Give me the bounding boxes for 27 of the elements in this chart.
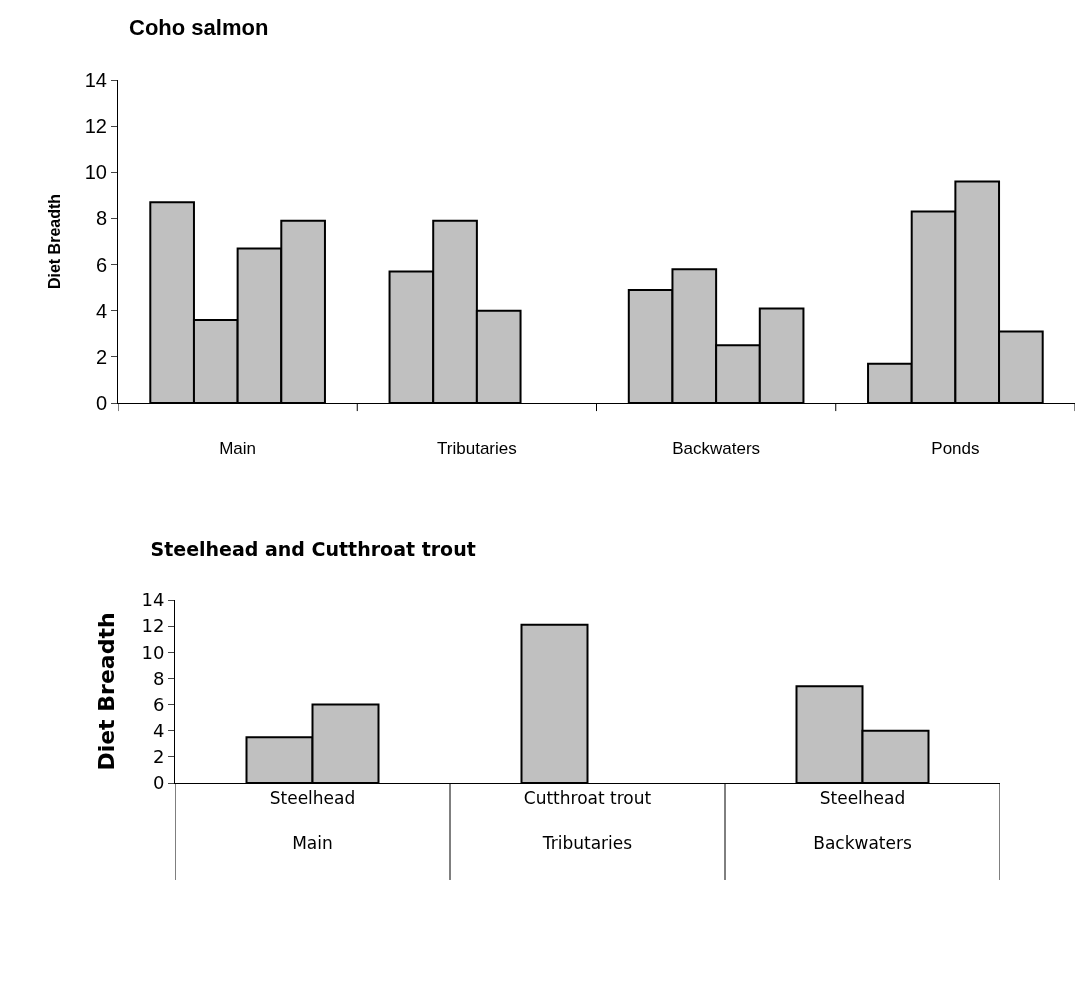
y-tick-label: 14 <box>141 589 165 611</box>
x-tick-label: Main <box>219 439 257 459</box>
y-tick-label: 0 <box>152 772 165 794</box>
category-label: Steelhead Main <box>269 788 356 853</box>
y-tick-label: 10 <box>141 641 165 663</box>
chart-title: Coho salmon <box>129 14 269 40</box>
y-tick-label: 10 <box>84 161 107 184</box>
x-tick-label: Backwaters <box>672 439 761 459</box>
y-tick-label: 12 <box>141 615 165 637</box>
y-tick-label: 0 <box>95 392 107 414</box>
y-tick-label: 12 <box>84 115 107 138</box>
chart-title: Steelhead and Cutthroat trout <box>150 537 476 560</box>
y-tick-label: 2 <box>152 746 165 768</box>
category-label: Cutthroat trout Tributaries <box>523 788 652 853</box>
y-tick-label: 8 <box>95 207 107 230</box>
y-tick-label: 6 <box>152 693 165 715</box>
y-tick-label: 8 <box>152 667 165 689</box>
category-label: Steelhead Backwaters <box>813 788 912 853</box>
y-tick-label: 4 <box>95 299 107 322</box>
y-tick-label: 6 <box>95 253 107 276</box>
y-tick-label: 14 <box>84 69 107 91</box>
y-tick-label: 4 <box>152 720 165 742</box>
y-axis-title: Diet Breadth <box>45 193 63 290</box>
y-axis-title: Diet Breadth <box>94 612 120 771</box>
x-tick-label: Ponds <box>931 439 980 459</box>
y-tick-label: 2 <box>95 345 107 368</box>
x-tick-label: Tributaries <box>437 439 517 459</box>
